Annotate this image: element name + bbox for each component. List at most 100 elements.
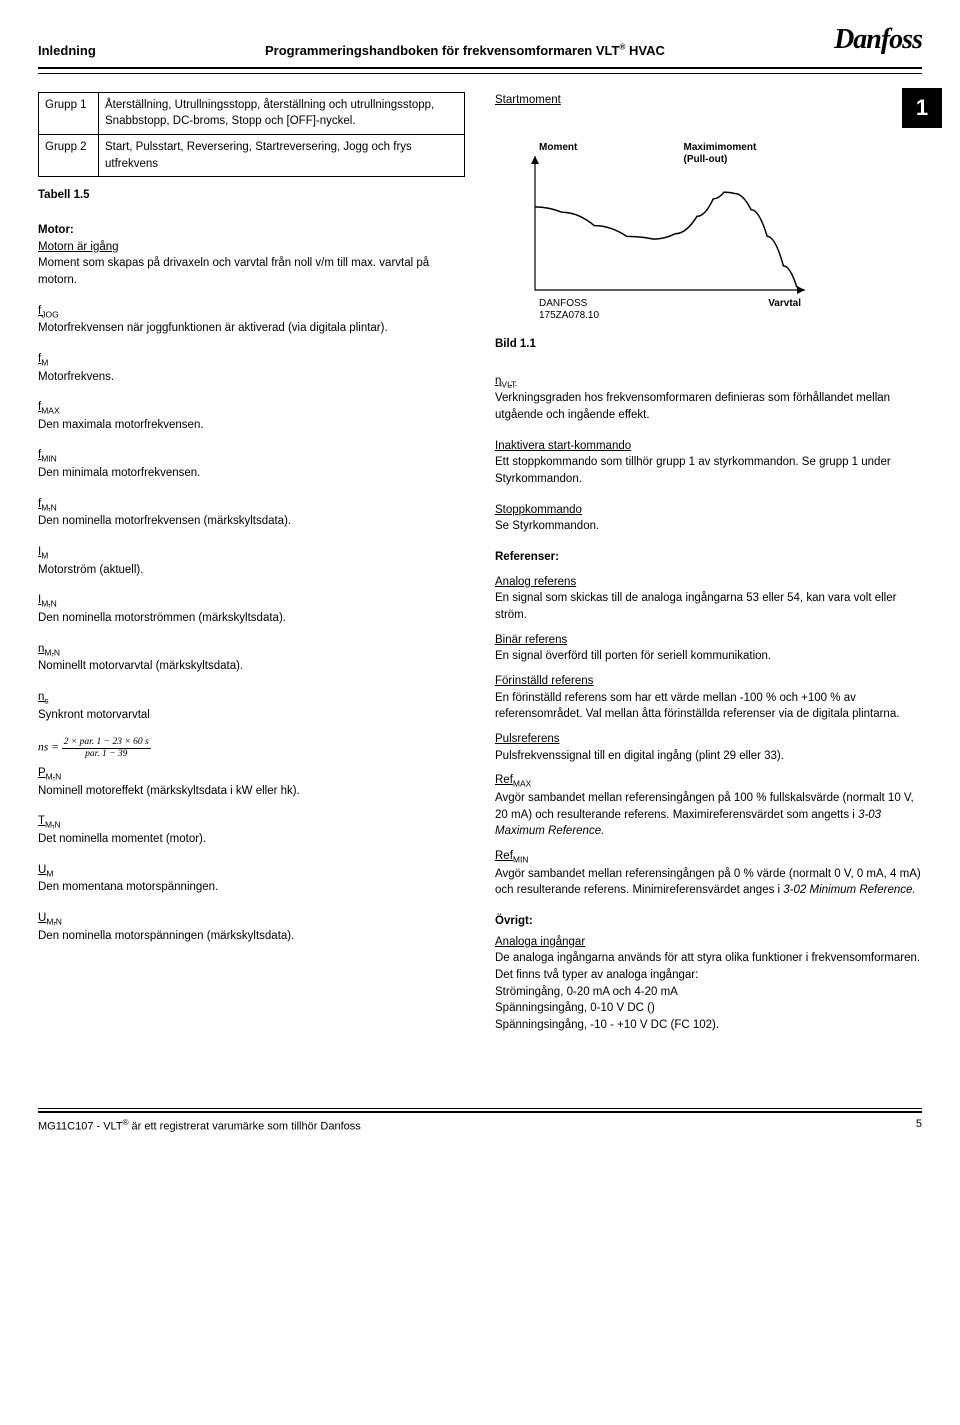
formula-ns: ns = 2 × par. 1 − 23 × 60 s par. 1 − 39: [38, 737, 465, 759]
table-row: Grupp 2 Start, Pulsstart, Reversering, S…: [39, 134, 465, 176]
reference-desc: Avgör sambandet mellan referensingången …: [495, 792, 914, 837]
formula-fraction: 2 × par. 1 − 23 × 60 s par. 1 − 39: [62, 737, 151, 759]
definition-term: UM: [38, 864, 53, 876]
reference-term: RefMAX: [495, 774, 531, 786]
definition-block: fM,NDen nominella motorfrekvensen (märks…: [38, 496, 465, 530]
table-cell: Grupp 2: [39, 134, 99, 176]
definition-block: fMAXDen maximala motorfrekvensen.: [38, 399, 465, 433]
definition-desc: Se Styrkommandon.: [495, 520, 599, 532]
definition-term: ηVLT: [495, 375, 516, 387]
definition-block: IM,N Den nominella motorströmmen (märksky…: [38, 592, 465, 626]
torque-chart-svg: MomentMaximimoment(Pull-out)VarvtalDANFO…: [495, 128, 815, 318]
reference-term: RefMIN: [495, 850, 529, 862]
definition-desc: Motorfrekvens.: [38, 371, 114, 383]
definition-block: fM Motorfrekvens.: [38, 351, 465, 385]
definition-block: TM,N Det nominella momentet (motor).: [38, 813, 465, 847]
definition-term: ns: [38, 691, 49, 703]
other-heading: Övrigt:: [495, 915, 533, 927]
definition-desc: Den momentana motorspänningen.: [38, 881, 218, 893]
definition-term: IM,N: [38, 594, 57, 606]
svg-text:Maximimoment: Maximimoment: [684, 142, 757, 153]
references-heading: Referenser:: [495, 551, 559, 563]
reference-item: PulsreferensPulsfrekvenssignal till en d…: [495, 731, 922, 764]
formula-lhs: ns =: [38, 742, 59, 754]
definition-desc: Verkningsgraden hos frekvensomformaren d…: [495, 392, 890, 421]
figure-caption: Bild 1.1: [495, 336, 922, 353]
definition-block: nM,N Nominellt motorvarvtal (märkskyltsda…: [38, 641, 465, 675]
footer-left: MG11C107 - VLT® är ett registrerat varum…: [38, 1117, 361, 1136]
definition-term: fMIN: [38, 449, 57, 461]
chapter-badge: 1: [902, 88, 942, 128]
definition-desc: Den nominella motorspänningen (märkskylt…: [38, 930, 294, 942]
definition-term: Stoppkommando: [495, 504, 582, 516]
definition-desc: Motorström (aktuell).: [38, 564, 143, 576]
right-column: 1 Startmoment MomentMaximimoment(Pull-ou…: [495, 92, 922, 1048]
reference-item: Analog referensEn signal som skickas til…: [495, 574, 922, 624]
table-cell: Återställning, Utrullningsstopp, återstä…: [99, 92, 465, 134]
definition-term: UM,N: [38, 912, 62, 924]
definition-desc: Nominellt motorvarvtal (märkskyltsdata).: [38, 660, 243, 672]
definition-block: Inaktivera start-kommando Ett stoppkomman…: [495, 438, 922, 488]
definition-block: fMIN Den minimala motorfrekvensen.: [38, 447, 465, 481]
other-list: Analoga ingångar De analoga ingångarna an…: [495, 934, 922, 1034]
motor-intro-term: Motorn är igång: [38, 241, 119, 253]
footer-row: MG11C107 - VLT® är ett registrerat varum…: [38, 1117, 922, 1136]
page-number: 5: [916, 1117, 922, 1136]
reference-item: Förinställd referensEn förinställd refer…: [495, 673, 922, 723]
torque-figure: MomentMaximimoment(Pull-out)VarvtalDANFO…: [495, 128, 922, 352]
definition-desc: Ett stoppkommando som tillhör grupp 1 av…: [495, 456, 891, 485]
formula-bot: par. 1 − 39: [62, 749, 151, 759]
other-desc: De analoga ingångarna används för att st…: [495, 952, 920, 1031]
definition-desc: Det nominella momentet (motor).: [38, 833, 206, 845]
footer-rule-thick: [38, 1111, 922, 1113]
reference-item: RefMAX Avgör sambandet mellan referensing…: [495, 772, 922, 840]
reference-desc: Pulsfrekvenssignal till en digital ingån…: [495, 750, 784, 762]
definition-term: PM,N: [38, 767, 61, 779]
footer-rule-thin: [38, 1108, 922, 1109]
table-cell: Start, Pulsstart, Reversering, Startreve…: [99, 134, 465, 176]
other-item: Analoga ingångar De analoga ingångarna an…: [495, 934, 922, 1034]
definition-term: fM,N: [38, 498, 57, 510]
header-rule-thick: [38, 67, 922, 69]
definition-block: UM,N Den nominella motorspänningen (märks…: [38, 910, 465, 944]
references-section: Referenser: Analog referensEn signal som…: [495, 549, 922, 899]
reference-desc: Avgör sambandet mellan referensingången …: [495, 868, 921, 897]
svg-text:(Pull-out): (Pull-out): [684, 154, 728, 165]
svg-text:Moment: Moment: [539, 142, 578, 153]
definition-desc: Nominell motoreffekt (märkskyltsdata i k…: [38, 785, 300, 797]
header-rule-thin: [38, 73, 922, 74]
reference-desc: En signal överförd till porten för serie…: [495, 650, 771, 662]
header-center: Programmeringshandboken för frekvensomfo…: [265, 41, 665, 60]
table-caption: Tabell 1.5: [38, 187, 465, 204]
reference-term: Binär referens: [495, 634, 567, 646]
definition-block: fJOGMotorfrekvensen när joggfunktionen ä…: [38, 303, 465, 337]
svg-text:175ZA078.10: 175ZA078.10: [539, 310, 599, 318]
header-left: Inledning: [38, 42, 96, 61]
definition-desc: Den nominella motorströmmen (märkskyltsd…: [38, 612, 286, 624]
definition-desc: Den minimala motorfrekvensen.: [38, 467, 200, 479]
definitions-left: fJOGMotorfrekvensen när joggfunktionen ä…: [38, 303, 465, 724]
motor-section: Motor: Motorn är igång Moment som skapas…: [38, 222, 465, 289]
reference-desc: En signal som skickas till de analoga in…: [495, 592, 896, 621]
definition-term: nM,N: [38, 643, 60, 655]
svg-text:DANFOSS: DANFOSS: [539, 298, 588, 309]
definition-block: UM Den momentana motorspänningen.: [38, 862, 465, 896]
definition-term: Inaktivera start-kommando: [495, 440, 631, 452]
motor-heading: Motor:: [38, 224, 74, 236]
other-term: Analoga ingångar: [495, 936, 585, 948]
reference-item: Binär referens En signal överförd till po…: [495, 632, 922, 665]
definition-desc: Motorfrekvensen när joggfunktionen är ak…: [38, 322, 388, 334]
definition-term: TM,N: [38, 815, 61, 827]
table-row: Grupp 1 Återställning, Utrullningsstopp,…: [39, 92, 465, 134]
definitions-left-after: PM,N Nominell motoreffekt (märkskyltsdata…: [38, 765, 465, 944]
definition-block: nsSynkront motorvarvtal: [38, 689, 465, 723]
reference-desc: En förinställd referens som har ett värd…: [495, 692, 899, 721]
reference-item: RefMIN Avgör sambandet mellan referensing…: [495, 848, 922, 899]
group-table: Grupp 1 Återställning, Utrullningsstopp,…: [38, 92, 465, 178]
references-list: Analog referensEn signal som skickas til…: [495, 574, 922, 899]
page-footer: MG11C107 - VLT® är ett registrerat varum…: [38, 1108, 922, 1136]
definition-term: fM: [38, 353, 48, 365]
definition-term: fMAX: [38, 401, 60, 413]
definition-block: ηVLT Verkningsgraden hos frekvensomformar…: [495, 373, 922, 424]
startmoment-label: Startmoment: [495, 92, 561, 109]
